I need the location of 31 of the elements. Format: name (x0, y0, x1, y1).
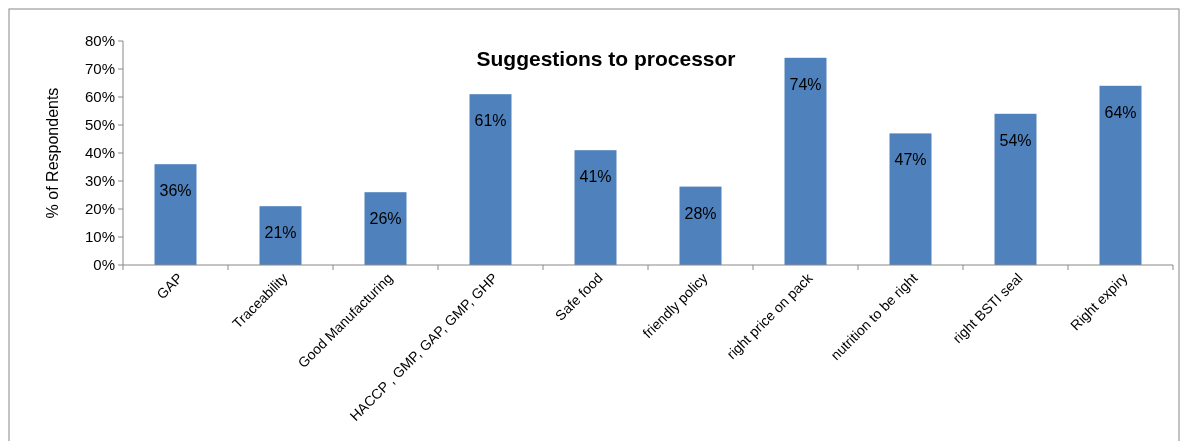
bar (469, 94, 512, 265)
bar (889, 133, 932, 265)
data-label: 64% (1104, 103, 1137, 121)
data-label: 54% (999, 131, 1032, 149)
data-label: 28% (684, 204, 717, 222)
y-tick-label: 50% (84, 116, 115, 134)
y-tick-label: 10% (84, 228, 115, 246)
bar (259, 206, 302, 265)
bar (679, 186, 722, 265)
bar (364, 192, 407, 265)
chart-title: Suggestions to processor (476, 47, 736, 70)
y-tick-label: 0% (93, 256, 115, 274)
y-tick-label: 30% (84, 172, 115, 190)
data-label: 36% (159, 182, 192, 200)
data-label: 47% (894, 151, 927, 169)
bar (154, 164, 197, 265)
bar (1099, 85, 1142, 265)
y-tick-label: 80% (84, 32, 115, 50)
y-tick-label: 70% (84, 60, 115, 78)
bar (994, 113, 1037, 265)
data-label: 41% (579, 168, 612, 186)
y-tick-label: 20% (84, 200, 115, 218)
bar (784, 57, 827, 265)
data-label: 21% (264, 224, 297, 242)
data-label: 74% (789, 75, 822, 93)
bar (574, 150, 617, 265)
data-label: 61% (474, 112, 507, 130)
data-label: 26% (369, 210, 402, 228)
y-tick-label: 40% (84, 144, 115, 162)
y-axis-title: % of Respondents (44, 87, 61, 219)
y-tick-label: 60% (84, 88, 115, 106)
